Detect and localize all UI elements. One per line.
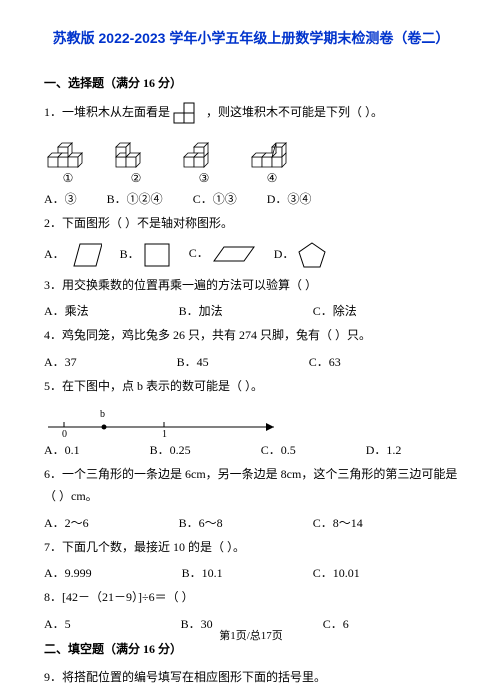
q1-shape-labels: ① ② ③ ④ bbox=[44, 171, 458, 186]
q4-opt-b: B．45 bbox=[177, 353, 209, 370]
question-5: 5．在下图中，点 b 表示的数可能是（ ）。 bbox=[44, 376, 458, 398]
svg-text:b: b bbox=[100, 409, 105, 420]
q4-opt-a: A．37 bbox=[44, 353, 77, 370]
q6-text-b: ）cm。 bbox=[59, 489, 98, 503]
q3-options: A．乘法 B．加法 C．除法 bbox=[44, 302, 458, 319]
q3-opt-b: B．加法 bbox=[179, 302, 223, 319]
q1-left-view bbox=[173, 101, 203, 125]
label-1: ① bbox=[44, 171, 92, 186]
question-8: 8．[42－（21－9）]÷6＝（ ） bbox=[44, 587, 458, 609]
question-1: 1．一堆积木从左面看是 ，则这堆积木不可能是下列（ ）。 bbox=[44, 101, 458, 125]
cube-shape-3 bbox=[180, 131, 228, 169]
q7-text-b: ）。 bbox=[227, 540, 245, 554]
q5-opt-c: C．0.5 bbox=[261, 441, 296, 458]
q3-opt-a: A．乘法 bbox=[44, 302, 89, 319]
q1-text-c: ）。 bbox=[365, 105, 383, 119]
q6-text-a: 6．一个三角形的一条边是 6cm，另一条边是 8cm，这个三角形的第三边可能是（ bbox=[44, 467, 457, 503]
question-6: 6．一个三角形的一条边是 6cm，另一条边是 8cm，这个三角形的第三边可能是（… bbox=[44, 464, 458, 507]
q3-opt-c: C．除法 bbox=[313, 302, 357, 319]
question-9: 9．将搭配位置的编号填写在相应图形下面的括号里。 bbox=[44, 667, 458, 688]
q4-options: A．37 B．45 C．63 bbox=[44, 353, 458, 370]
q1-text-b: ，则这堆积木不可能是下列（ bbox=[206, 105, 362, 119]
q5-opt-d: D．1.2 bbox=[366, 441, 402, 458]
q7-opt-b: B．10.1 bbox=[182, 564, 223, 581]
svg-text:0: 0 bbox=[62, 429, 67, 437]
q5-opt-b: B．0.25 bbox=[150, 441, 191, 458]
q2-options: A． B． C． D． bbox=[44, 241, 458, 269]
q1-text-a: 1．一堆积木从左面看是 bbox=[44, 105, 170, 119]
q7-text-a: 7．下面几个数，最接近 10 的是（ bbox=[44, 540, 224, 554]
q2-opt-a: A． bbox=[44, 242, 102, 268]
q5-text-b: ）。 bbox=[245, 379, 263, 393]
svg-text:1: 1 bbox=[162, 429, 167, 437]
q2-opt-d: D． bbox=[274, 241, 328, 269]
question-3: 3．用交换乘数的位置再乘一遍的方法可以验算（ ） bbox=[44, 275, 458, 297]
q6-opt-c: C．8～14 bbox=[313, 514, 363, 531]
q7-opt-c: C．10.01 bbox=[313, 564, 360, 581]
q2-opt-c: C． bbox=[189, 244, 256, 264]
q6-options: A．2～6 B．6～8 C．8～14 bbox=[44, 514, 458, 531]
cube-shape-4 bbox=[248, 131, 296, 169]
section-1-heading: 一、选择题（满分 16 分） bbox=[44, 74, 458, 91]
label-2: ② bbox=[112, 171, 160, 186]
q3-text-a: 3．用交换乘数的位置再乘一遍的方法可以验算（ bbox=[44, 278, 302, 292]
q1-opt-c: C．①③ bbox=[193, 190, 237, 207]
q5-number-line: 0 1 b bbox=[44, 403, 458, 437]
page-title: 苏教版 2022-2023 学年小学五年级上册数学期末检测卷（卷二） bbox=[44, 28, 458, 48]
q5-options: A．0.1 B．0.25 C．0.5 D．1.2 bbox=[44, 441, 458, 458]
cube-shape-2 bbox=[112, 131, 160, 169]
q4-opt-c: C．63 bbox=[309, 353, 341, 370]
q1-opt-d: D．③④ bbox=[267, 190, 312, 207]
q7-options: A．9.999 B．10.1 C．10.01 bbox=[44, 564, 458, 581]
q5-opt-a: A．0.1 bbox=[44, 441, 80, 458]
q4-text-b: ）只。 bbox=[335, 328, 371, 342]
q1-opt-b: B．①②④ bbox=[107, 190, 163, 207]
q1-options: A．③ B．①②④ C．①③ D．③④ bbox=[44, 190, 458, 207]
q3-text-b: ） bbox=[305, 278, 317, 292]
question-7: 7．下面几个数，最接近 10 的是（ ）。 bbox=[44, 537, 458, 559]
q8-text-b: ） bbox=[182, 590, 194, 604]
q2-text-b: ）不是轴对称图形。 bbox=[125, 216, 233, 230]
cube-shape-1 bbox=[44, 131, 92, 169]
question-2: 2．下面图形（ ）不是轴对称图形。 bbox=[44, 213, 458, 235]
q1-shapes bbox=[44, 131, 458, 169]
q6-opt-b: B．6～8 bbox=[179, 514, 223, 531]
q8-text-a: 8．[42－（21－9）]÷6＝（ bbox=[44, 590, 179, 604]
question-4: 4．鸡兔同笼，鸡比兔多 26 只，共有 274 只脚，兔有（ ）只。 bbox=[44, 325, 458, 347]
q5-text-a: 5．在下图中，点 b 表示的数可能是（ bbox=[44, 379, 242, 393]
q4-text-a: 4．鸡兔同笼，鸡比兔多 26 只，共有 274 只脚，兔有（ bbox=[44, 328, 332, 342]
q2-text-a: 2．下面图形（ bbox=[44, 216, 122, 230]
q7-opt-a: A．9.999 bbox=[44, 564, 92, 581]
label-4: ④ bbox=[248, 171, 296, 186]
q1-opt-a: A．③ bbox=[44, 190, 77, 207]
label-3: ③ bbox=[180, 171, 228, 186]
page-footer: 第1页/总17页 bbox=[0, 627, 502, 643]
q6-opt-a: A．2～6 bbox=[44, 514, 89, 531]
q2-opt-b: B． bbox=[120, 242, 171, 268]
